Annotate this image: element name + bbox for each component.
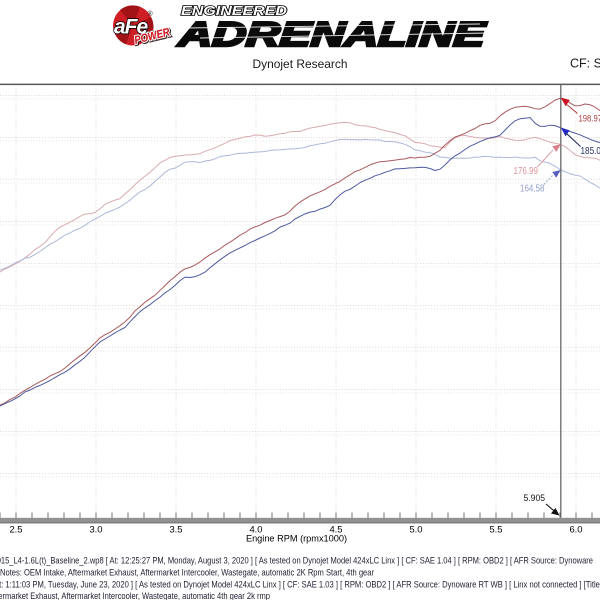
svg-text:At: 1:11:03 PM, Tuesday, June: At: 1:11:03 PM, Tuesday, June 23, 2020 ]… xyxy=(0,579,600,589)
svg-text:4.5: 4.5 xyxy=(329,524,342,535)
svg-text:Notes: OEM Intake, Aftermarket: Notes: OEM Intake, Aftermarket Exhaust, … xyxy=(0,567,374,577)
svg-text:CF: SAE 1.04: CF: SAE 1.04 xyxy=(570,57,600,71)
svg-text:3.5: 3.5 xyxy=(169,524,182,535)
svg-text:6.0: 6.0 xyxy=(569,524,582,535)
svg-text:5.5: 5.5 xyxy=(489,524,502,535)
svg-text:aFe: aFe xyxy=(114,16,149,39)
svg-text:185.02: 185.02 xyxy=(581,146,600,157)
svg-text:4.0: 4.0 xyxy=(249,524,262,535)
svg-text:5.0: 5.0 xyxy=(409,524,422,535)
svg-text:ENGINEERED: ENGINEERED xyxy=(181,4,287,18)
svg-text:Engine RPM (rpmx1000): Engine RPM (rpmx1000) xyxy=(246,533,347,543)
svg-text:176.99: 176.99 xyxy=(514,166,539,177)
svg-text:164.58: 164.58 xyxy=(520,184,545,195)
svg-text:ADRENALINE: ADRENALINE xyxy=(176,16,487,54)
svg-text:3.0: 3.0 xyxy=(89,524,102,535)
svg-text:Aftermarket Exhaust, Aftermark: Aftermarket Exhaust, Aftermarket Interco… xyxy=(0,591,270,600)
svg-text:2015_L4-1.6L(t)_Baseline_2.wp8: 2015_L4-1.6L(t)_Baseline_2.wp8 [ At: 12:… xyxy=(0,556,593,566)
svg-text:®: ® xyxy=(148,10,154,18)
svg-text:Dynojet Research: Dynojet Research xyxy=(253,57,348,71)
svg-text:198.97: 198.97 xyxy=(579,114,600,125)
svg-text:5.905: 5.905 xyxy=(524,493,546,503)
svg-text:2.5: 2.5 xyxy=(9,524,22,535)
